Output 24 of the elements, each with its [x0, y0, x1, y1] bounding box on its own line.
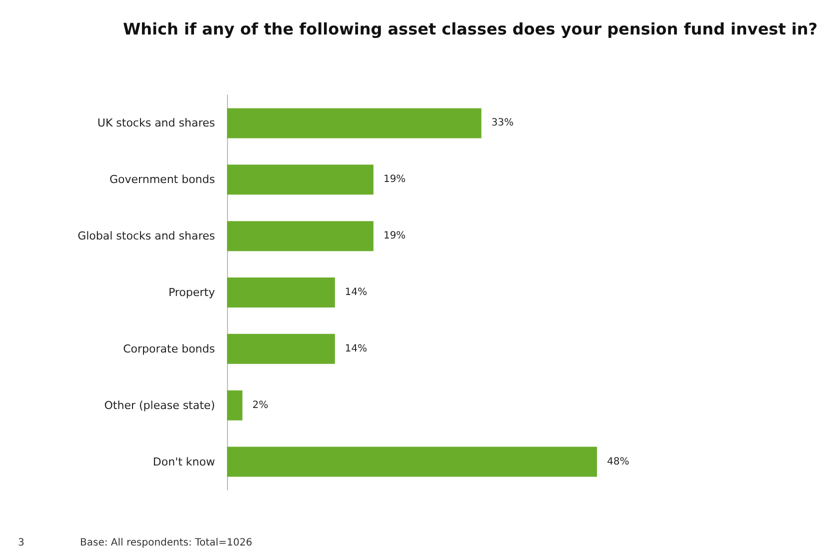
data-label: 19% — [383, 230, 406, 242]
y-tick-label: Global stocks and shares — [78, 230, 216, 243]
text: 3 — [18, 538, 24, 548]
data-label: 19% — [383, 174, 406, 186]
data-label: 14% — [344, 343, 368, 354]
chart-title: Which if any of the following asset classes does your pension fund invest in? — [123, 20, 818, 38]
bar — [227, 390, 242, 420]
y-tick-label: Property — [168, 286, 216, 299]
bar — [227, 446, 597, 477]
data-label: 33% — [491, 118, 514, 129]
bar — [227, 108, 482, 138]
y-tick-label: Don't know — [152, 455, 215, 468]
data-label: 2% — [252, 400, 268, 411]
y-tick-label: UK stocks and shares — [97, 116, 216, 130]
y-tick-label: Corporate bonds — [123, 342, 216, 356]
bar — [227, 278, 335, 308]
data-label: 14% — [344, 287, 368, 298]
text: Base: All respondents: Total=1026 — [80, 538, 252, 548]
y-tick-label: Other (please state) — [104, 398, 215, 412]
bar — [227, 334, 335, 364]
y-tick-label: Government bonds — [110, 173, 216, 186]
bar — [227, 221, 374, 252]
bar — [227, 164, 374, 195]
data-label: 48% — [607, 456, 630, 468]
